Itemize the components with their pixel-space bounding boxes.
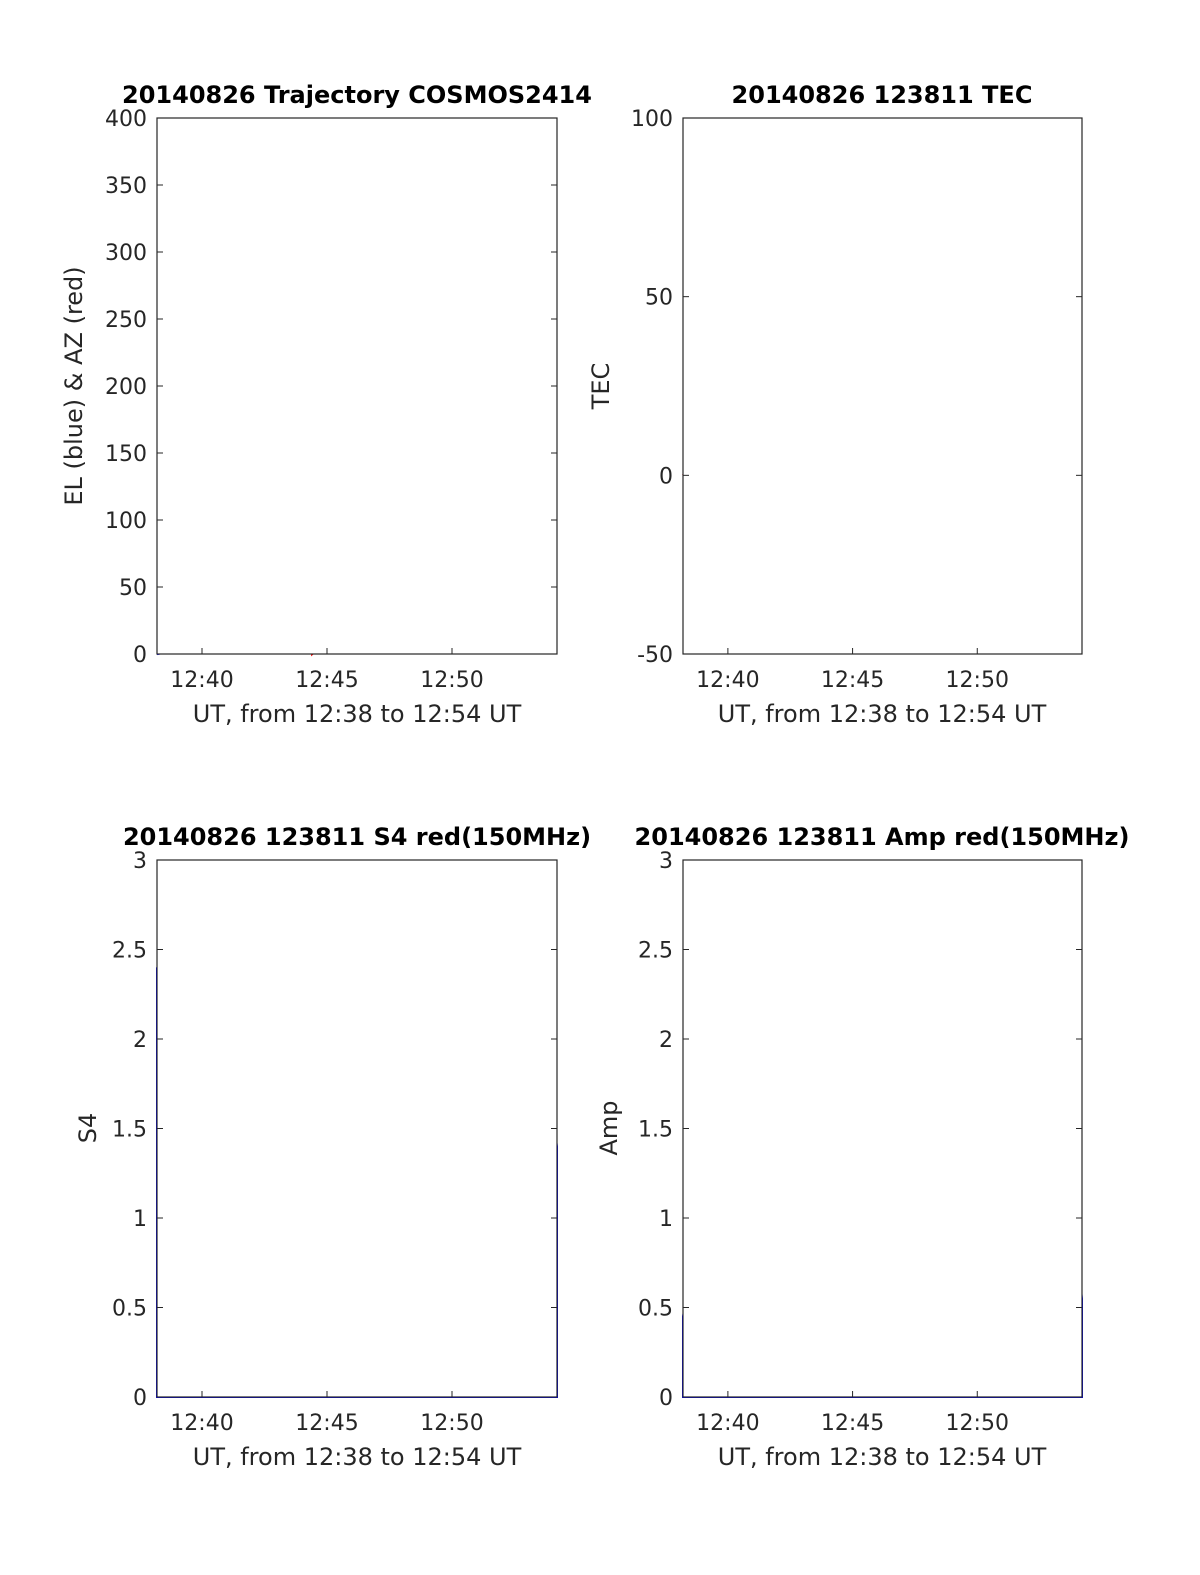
y-axis-label: S4 [74, 1113, 102, 1144]
y-tick-label: 350 [105, 174, 147, 199]
axes-frame [682, 859, 1083, 1398]
y-tick-label: 1.5 [638, 1118, 673, 1143]
chart-title: 20140826 123811 S4 red(150MHz) [123, 823, 591, 851]
y-tick-label: 50 [645, 286, 673, 311]
y-axis-label: EL (blue) & AZ (red) [60, 266, 88, 505]
y-tick-label: 2.5 [638, 939, 673, 964]
axes-frame [156, 117, 558, 655]
x-axis-label: UT, from 12:38 to 12:54 UT [718, 700, 1047, 728]
y-tick-label: 0 [133, 643, 147, 668]
y-tick-label: 1.5 [112, 1118, 147, 1143]
y-tick-label: 0 [659, 1386, 673, 1411]
panel-amp: 0 0.5 1 1.5 2 2.5 3 12:40 12:45 12:50 20140826 12… [595, 823, 1129, 1471]
y-tick-label: 0.5 [638, 1297, 673, 1322]
y-tick-label: 100 [105, 509, 147, 534]
panel-tec: -50 0 50 100 12:40 12:45 12:50 20140826 123811… [587, 81, 1083, 728]
y-tick-label: 0 [659, 464, 673, 489]
y-tick-label: 3 [659, 849, 673, 874]
x-tick-label: 12:40 [170, 668, 233, 693]
x-tick-label: 12:45 [295, 668, 358, 693]
y-tick-label: 0.5 [112, 1297, 147, 1322]
chart-title: 20140826 123811 TEC [732, 81, 1033, 109]
x-tick-label: 12:45 [295, 1411, 358, 1436]
x-axis-label: UT, from 12:38 to 12:54 UT [193, 1443, 522, 1471]
x-tick-label: 12:40 [696, 1411, 759, 1436]
x-tick-label: 12:40 [170, 1411, 233, 1436]
axes-frame [682, 117, 1083, 655]
x-axis-label: UT, from 12:38 to 12:54 UT [718, 1443, 1047, 1471]
x-tick-label: 12:40 [696, 668, 759, 693]
y-tick-label: 1 [133, 1207, 147, 1232]
x-tick-label: 12:50 [420, 668, 483, 693]
y-tick-label: 200 [105, 375, 147, 400]
x-tick-label: 12:50 [946, 1411, 1009, 1436]
x-tick-label: 12:50 [420, 1411, 483, 1436]
y-tick-label: 300 [105, 241, 147, 266]
y-tick-label: 400 [105, 107, 147, 132]
y-tick-label: 50 [119, 576, 147, 601]
y-axis-label: Amp [595, 1100, 623, 1155]
y-axis-label: TEC [587, 363, 615, 411]
chart-title: 20140826 123811 Amp red(150MHz) [635, 823, 1130, 851]
x-tick-label: 12:45 [821, 668, 884, 693]
axes-frame [156, 859, 558, 1398]
y-tick-label: -50 [637, 643, 673, 668]
y-tick-label: 1 [659, 1207, 673, 1232]
chart-title: 20140826 Trajectory COSMOS2414 [122, 81, 592, 109]
y-tick-label: 3 [133, 849, 147, 874]
x-tick-label: 12:45 [821, 1411, 884, 1436]
y-tick-label: 2.5 [112, 939, 147, 964]
panel-s4: 0 0.5 1 1.5 2 2.5 3 12:40 12:45 12:50 20140826 12… [74, 823, 591, 1471]
y-tick-label: 250 [105, 308, 147, 333]
x-axis-label: UT, from 12:38 to 12:54 UT [193, 700, 522, 728]
x-tick-label: 12:50 [946, 668, 1009, 693]
y-tick-label: 150 [105, 442, 147, 467]
y-tick-label: 100 [631, 107, 673, 132]
y-tick-label: 2 [133, 1028, 147, 1053]
y-tick-label: 0 [133, 1386, 147, 1411]
y-tick-label: 2 [659, 1028, 673, 1053]
